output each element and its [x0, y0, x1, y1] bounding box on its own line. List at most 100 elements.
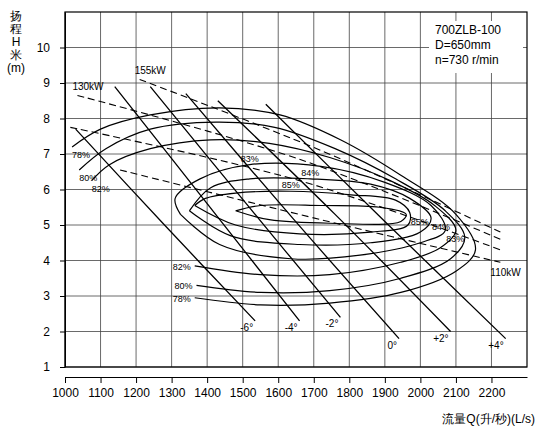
x-tick: 1300 — [159, 377, 186, 400]
x-tick-label: 1900 — [372, 386, 399, 400]
plot-marks — [70, 79, 505, 338]
y-tick-mark — [60, 48, 65, 49]
y-tick-label: 4 — [43, 254, 50, 268]
y-tick-mark — [60, 332, 65, 333]
y-tick-mark — [60, 190, 65, 191]
y-axis-title-part: (m) — [7, 61, 25, 75]
x-tick: 1200 — [123, 377, 150, 400]
power-line — [140, 79, 501, 232]
x-tick: 1100 — [88, 377, 114, 400]
efficiency-contour — [175, 163, 446, 259]
y-tick-mark — [60, 367, 65, 368]
blade-angle-line — [150, 87, 340, 318]
y-axis-title-part: 扬 — [10, 9, 22, 23]
x-tick: 2000 — [408, 377, 435, 400]
x-axis-title: 流量Q(升/秒)(L/s) — [442, 412, 535, 426]
y-tick-mark — [60, 119, 65, 120]
x-tick-label: 1800 — [336, 386, 363, 400]
y-tick-label: 8 — [43, 112, 50, 126]
y-axis-title: 扬程H米(m) — [7, 9, 25, 75]
x-tick-mark — [136, 377, 137, 383]
blade-angle-label: -4° — [285, 322, 298, 333]
blade-angle-label: +4° — [488, 340, 503, 351]
x-tick: 2200 — [479, 377, 506, 400]
x-tick-mark — [207, 377, 208, 383]
efficiency-label: 78% — [173, 294, 191, 304]
y-tick-label: 1 — [43, 360, 50, 374]
y-tick: 3 — [43, 289, 65, 303]
grid — [65, 12, 527, 367]
title-block: 700ZLB-100D=650mmn=730 r/min — [429, 21, 523, 73]
curve-labels: -6°-4°-2°0°+2°+4°78%78%80%80%82%82%83%83… — [72, 65, 521, 350]
y-tick-label: 9 — [43, 76, 50, 90]
y-tick: 8 — [43, 112, 65, 126]
background — [0, 0, 539, 431]
y-grid-line — [65, 225, 527, 226]
power-label: 130kW — [72, 81, 104, 92]
title-box — [429, 21, 523, 73]
y-grid-line — [65, 296, 527, 297]
x-tick-label: 1000 — [52, 386, 79, 400]
title: 700ZLB-100 — [435, 23, 501, 37]
efficiency-label: 80% — [174, 281, 192, 291]
y-tick-label: 6 — [43, 183, 50, 197]
y-axis-title-part: 米 — [10, 48, 22, 62]
x-tick-mark — [101, 377, 102, 383]
x-tick: 1000 — [52, 377, 79, 400]
plot-frame — [65, 12, 527, 367]
x-tick-mark — [278, 377, 279, 383]
blade-angle-line — [76, 129, 255, 321]
x-tick-mark — [314, 377, 315, 383]
y-tick-mark — [60, 154, 65, 155]
x-tick-label: 1200 — [123, 386, 150, 400]
y-tick: 9 — [43, 76, 65, 90]
x-tick-mark — [243, 377, 244, 383]
y-tick-label: 10 — [37, 41, 51, 55]
efficiency-label: 85% — [411, 217, 429, 227]
y-tick-mark — [60, 261, 65, 262]
x-tick-mark — [349, 377, 350, 383]
y-tick: 5 — [43, 218, 65, 232]
x-tick: 1500 — [230, 377, 257, 400]
y-tick-label: 5 — [43, 218, 50, 232]
y-tick: 1 — [43, 360, 65, 374]
efficiency-label: 80% — [79, 173, 97, 183]
blade-angle-label: +2° — [433, 333, 448, 344]
y-tick: 2 — [43, 325, 65, 339]
x-tick-mark — [65, 377, 66, 383]
power-label: 110kW — [490, 267, 521, 278]
x-tick-mark — [385, 377, 386, 383]
efficiency-contour — [236, 205, 407, 225]
blade-angle-line — [266, 104, 506, 338]
chart: 1000110012001300140015001600170018001900… — [0, 0, 539, 431]
x-tick-label: 1600 — [265, 386, 292, 400]
efficiency-contour — [195, 191, 411, 234]
annotation: D=650mm — [435, 38, 491, 52]
x-tick-label: 2000 — [408, 386, 435, 400]
x-tick: 1800 — [336, 377, 363, 400]
blade-angle-line — [218, 101, 451, 332]
efficiency-label: 83% — [446, 234, 464, 244]
annotation: n=730 r/min — [435, 53, 499, 67]
x-tick: 1900 — [372, 377, 399, 400]
x-tick: 2100 — [443, 377, 470, 400]
blade-angle-label: 0° — [387, 340, 397, 351]
x-tick: 1400 — [194, 377, 221, 400]
x-tick: 1600 — [265, 377, 292, 400]
y-tick-mark — [60, 83, 65, 84]
y-axis-line — [65, 13, 66, 368]
y-tick: 6 — [43, 183, 65, 197]
x-axis-line — [66, 377, 528, 378]
y-tick: 7 — [43, 147, 65, 161]
y-tick: 4 — [43, 254, 65, 268]
power-line — [70, 127, 500, 249]
efficiency-label: 85% — [282, 180, 300, 190]
x-tick-label: 1300 — [159, 386, 186, 400]
x-tick-mark — [456, 377, 457, 383]
x-axis: 1000110012001300140015001600170018001900… — [52, 377, 527, 400]
blade-angle-label: -6° — [240, 322, 253, 333]
y-tick-label: 7 — [43, 147, 50, 161]
y-tick-mark — [60, 225, 65, 226]
blade-angle-label: -2° — [326, 318, 339, 329]
y-tick: 10 — [37, 41, 65, 55]
